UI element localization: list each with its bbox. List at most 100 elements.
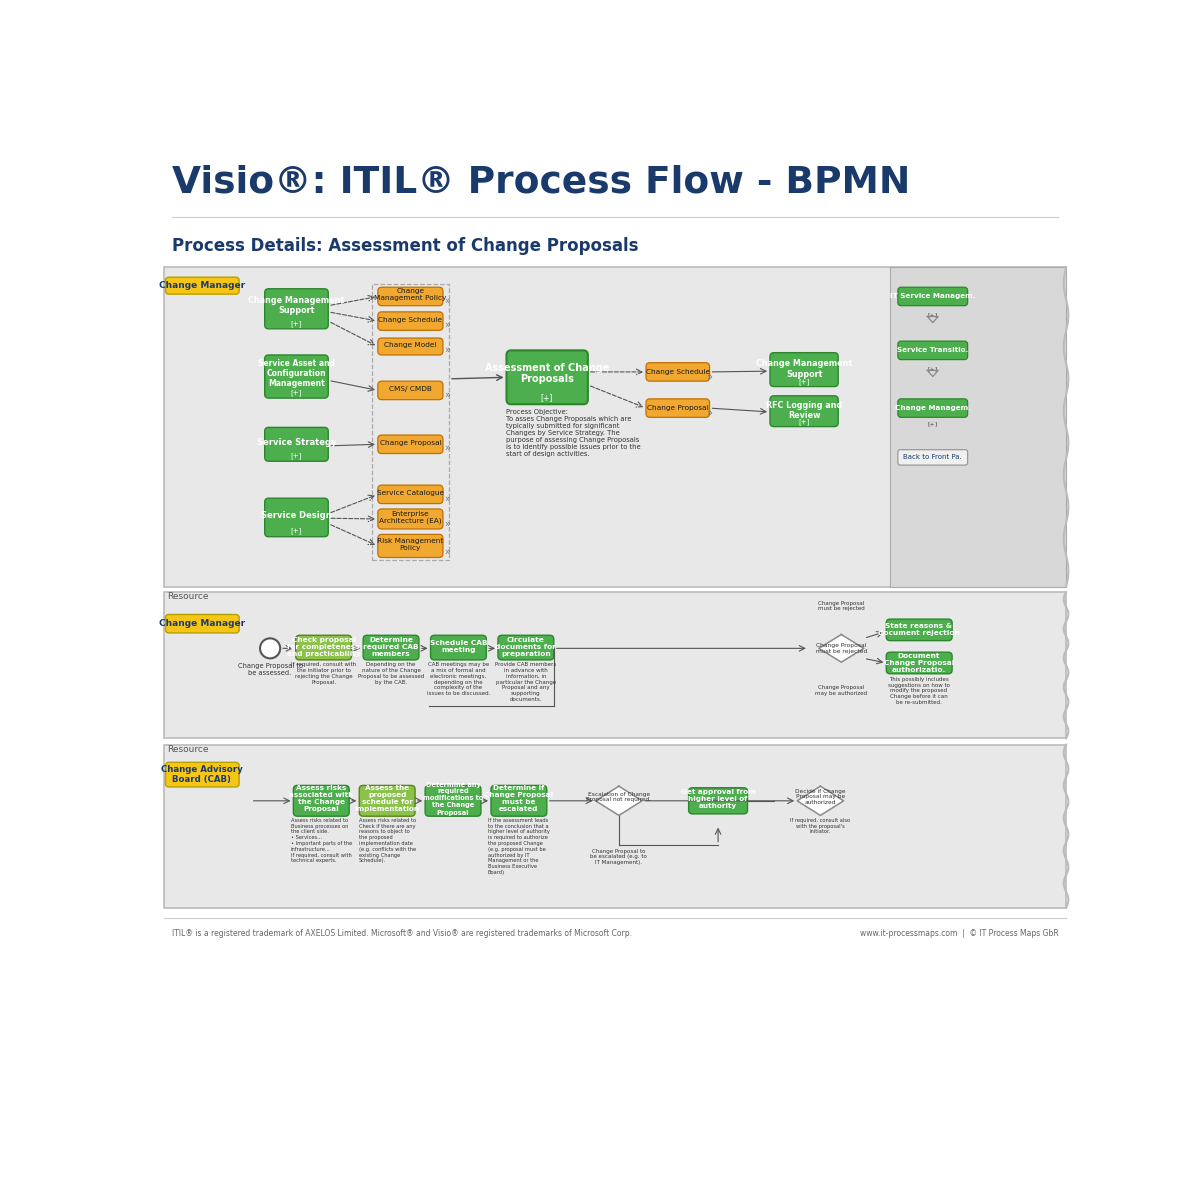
Text: Get approval from
higher level of
authority: Get approval from higher level of author… bbox=[680, 790, 756, 809]
Text: Change Proposal: Change Proposal bbox=[379, 439, 442, 445]
Text: »: » bbox=[444, 344, 450, 355]
FancyBboxPatch shape bbox=[491, 786, 547, 816]
Text: »: » bbox=[444, 443, 450, 454]
FancyBboxPatch shape bbox=[898, 287, 967, 306]
Bar bbox=[890, 268, 1066, 587]
Text: »: » bbox=[444, 320, 450, 330]
FancyBboxPatch shape bbox=[770, 396, 839, 426]
FancyBboxPatch shape bbox=[378, 509, 443, 529]
Text: Determine if
Change Proposal
must be
escalated: Determine if Change Proposal must be esc… bbox=[485, 785, 553, 812]
FancyBboxPatch shape bbox=[887, 653, 952, 673]
Text: Service Design: Service Design bbox=[262, 511, 332, 520]
Text: Assessment of Change
Proposals: Assessment of Change Proposals bbox=[485, 362, 608, 384]
FancyBboxPatch shape bbox=[689, 787, 748, 814]
Text: »: » bbox=[444, 295, 450, 305]
Text: [+]: [+] bbox=[290, 320, 302, 326]
FancyBboxPatch shape bbox=[646, 362, 709, 382]
FancyBboxPatch shape bbox=[506, 350, 588, 404]
Text: Depending on the
nature of the Change
Proposal to be assessed
by the CAB.: Depending on the nature of the Change Pr… bbox=[358, 662, 424, 685]
Text: CAB meetings may be
a mix of formal and
electronic meetings,
depending on the
co: CAB meetings may be a mix of formal and … bbox=[427, 662, 490, 696]
Text: Service Catalogue: Service Catalogue bbox=[377, 490, 444, 496]
Text: Schedule CAB
meeting: Schedule CAB meeting bbox=[430, 641, 487, 653]
Text: [+]: [+] bbox=[798, 378, 810, 384]
Bar bbox=[164, 592, 1066, 738]
FancyBboxPatch shape bbox=[166, 277, 239, 294]
Text: Change Schedule: Change Schedule bbox=[646, 368, 709, 374]
Text: Change Management
Support: Change Management Support bbox=[248, 296, 344, 316]
Text: Back to Front Pa.: Back to Front Pa. bbox=[904, 455, 962, 461]
Text: Process Objective:
To asses Change Proposals which are
typically submitted for s: Process Objective: To asses Change Propo… bbox=[506, 409, 641, 457]
FancyBboxPatch shape bbox=[359, 786, 415, 816]
Text: Change Advisory
Board (CAB): Change Advisory Board (CAB) bbox=[161, 764, 242, 785]
FancyBboxPatch shape bbox=[378, 338, 443, 355]
Text: »: » bbox=[444, 493, 450, 503]
Text: [+]: [+] bbox=[290, 452, 302, 460]
Text: »: » bbox=[444, 518, 450, 529]
Text: Change Proposal to
be assessed.: Change Proposal to be assessed. bbox=[238, 662, 302, 676]
Text: Change
Management Policy: Change Management Policy bbox=[374, 288, 446, 301]
FancyBboxPatch shape bbox=[265, 355, 329, 398]
FancyBboxPatch shape bbox=[498, 635, 553, 660]
Text: ITIL® is a registered trademark of AXELOS Limited. Microsoft® and Visio® are reg: ITIL® is a registered trademark of AXELO… bbox=[172, 929, 631, 937]
Text: Change Management
Support: Change Management Support bbox=[756, 359, 852, 378]
Text: Change Manager: Change Manager bbox=[158, 281, 245, 290]
FancyBboxPatch shape bbox=[265, 427, 329, 461]
Polygon shape bbox=[595, 786, 642, 816]
Text: If the assessment leads
to the conclusion that a
higher level of authority
is re: If the assessment leads to the conclusio… bbox=[488, 817, 550, 875]
FancyBboxPatch shape bbox=[378, 436, 443, 454]
Bar bbox=[164, 744, 1066, 908]
Text: Service Transitio.: Service Transitio. bbox=[898, 347, 968, 353]
Text: This possibly includes
suggestions on how to
modify the proposed
Change before i: This possibly includes suggestions on ho… bbox=[888, 677, 950, 706]
Text: »: » bbox=[707, 372, 713, 382]
Text: »: » bbox=[707, 408, 713, 418]
FancyBboxPatch shape bbox=[265, 289, 329, 329]
Text: [+]: [+] bbox=[928, 366, 938, 371]
Text: Escalation of Change
Proposal not required.: Escalation of Change Proposal not requir… bbox=[587, 792, 652, 803]
Text: Determine any
required
modifications to
the Change
Proposal: Determine any required modifications to … bbox=[422, 781, 484, 816]
Text: Change Proposal
must be rejected: Change Proposal must be rejected bbox=[816, 643, 866, 654]
FancyBboxPatch shape bbox=[898, 341, 967, 360]
Text: Assess the
proposed
schedule for
implementation: Assess the proposed schedule for impleme… bbox=[355, 785, 420, 812]
Text: RFC Logging and
Review: RFC Logging and Review bbox=[766, 401, 842, 420]
Text: »: » bbox=[444, 547, 450, 557]
Text: [+]: [+] bbox=[798, 419, 810, 425]
Text: Assess risks related to
Business processes on
the client side.
• Services...
• I: Assess risks related to Business process… bbox=[290, 817, 352, 863]
Text: [+]: [+] bbox=[928, 312, 938, 318]
FancyBboxPatch shape bbox=[378, 312, 443, 330]
Text: [+]: [+] bbox=[541, 394, 553, 403]
FancyBboxPatch shape bbox=[898, 398, 967, 418]
Text: »: » bbox=[444, 389, 450, 400]
FancyBboxPatch shape bbox=[898, 450, 967, 466]
Text: Resource: Resource bbox=[167, 593, 209, 601]
FancyBboxPatch shape bbox=[166, 762, 239, 787]
FancyBboxPatch shape bbox=[887, 619, 952, 641]
FancyBboxPatch shape bbox=[646, 398, 709, 418]
Text: Provide CAB members
in advance with
information, in
particular the Change
Propos: Provide CAB members in advance with info… bbox=[496, 662, 557, 702]
FancyBboxPatch shape bbox=[265, 498, 329, 536]
Text: [+]: [+] bbox=[290, 527, 302, 534]
Text: [+]: [+] bbox=[928, 421, 938, 427]
Text: Resource: Resource bbox=[167, 745, 209, 754]
Polygon shape bbox=[818, 635, 864, 662]
Polygon shape bbox=[797, 786, 844, 816]
Text: Check proposal
for completeness
and practicability: Check proposal for completeness and prac… bbox=[287, 637, 360, 656]
Text: [+]: [+] bbox=[290, 389, 302, 396]
FancyBboxPatch shape bbox=[431, 635, 486, 660]
Text: Change Proposal
must be rejected: Change Proposal must be rejected bbox=[818, 600, 865, 611]
FancyBboxPatch shape bbox=[364, 635, 419, 660]
Text: CMS/ CMDB: CMS/ CMDB bbox=[389, 386, 432, 392]
FancyBboxPatch shape bbox=[293, 786, 349, 816]
Bar bbox=[372, 284, 449, 559]
Text: IT Service Managem.: IT Service Managem. bbox=[890, 293, 976, 299]
Text: Document
Change Proposal
authorizatio.: Document Change Proposal authorizatio. bbox=[883, 653, 954, 673]
FancyBboxPatch shape bbox=[378, 534, 443, 558]
Text: Change Proposal
may be authorized: Change Proposal may be authorized bbox=[815, 685, 868, 696]
Text: Assess risks
associated with
the Change
Proposal: Assess risks associated with the Change … bbox=[289, 785, 353, 812]
FancyBboxPatch shape bbox=[378, 287, 443, 306]
Text: Risk Management
Policy: Risk Management Policy bbox=[377, 538, 444, 551]
Text: Service Asset and
Configuration
Management: Service Asset and Configuration Manageme… bbox=[258, 359, 335, 389]
FancyBboxPatch shape bbox=[425, 786, 481, 816]
Text: Process Details: Assessment of Change Proposals: Process Details: Assessment of Change Pr… bbox=[172, 236, 638, 254]
Circle shape bbox=[260, 638, 281, 659]
Text: Change Model: Change Model bbox=[384, 342, 437, 348]
